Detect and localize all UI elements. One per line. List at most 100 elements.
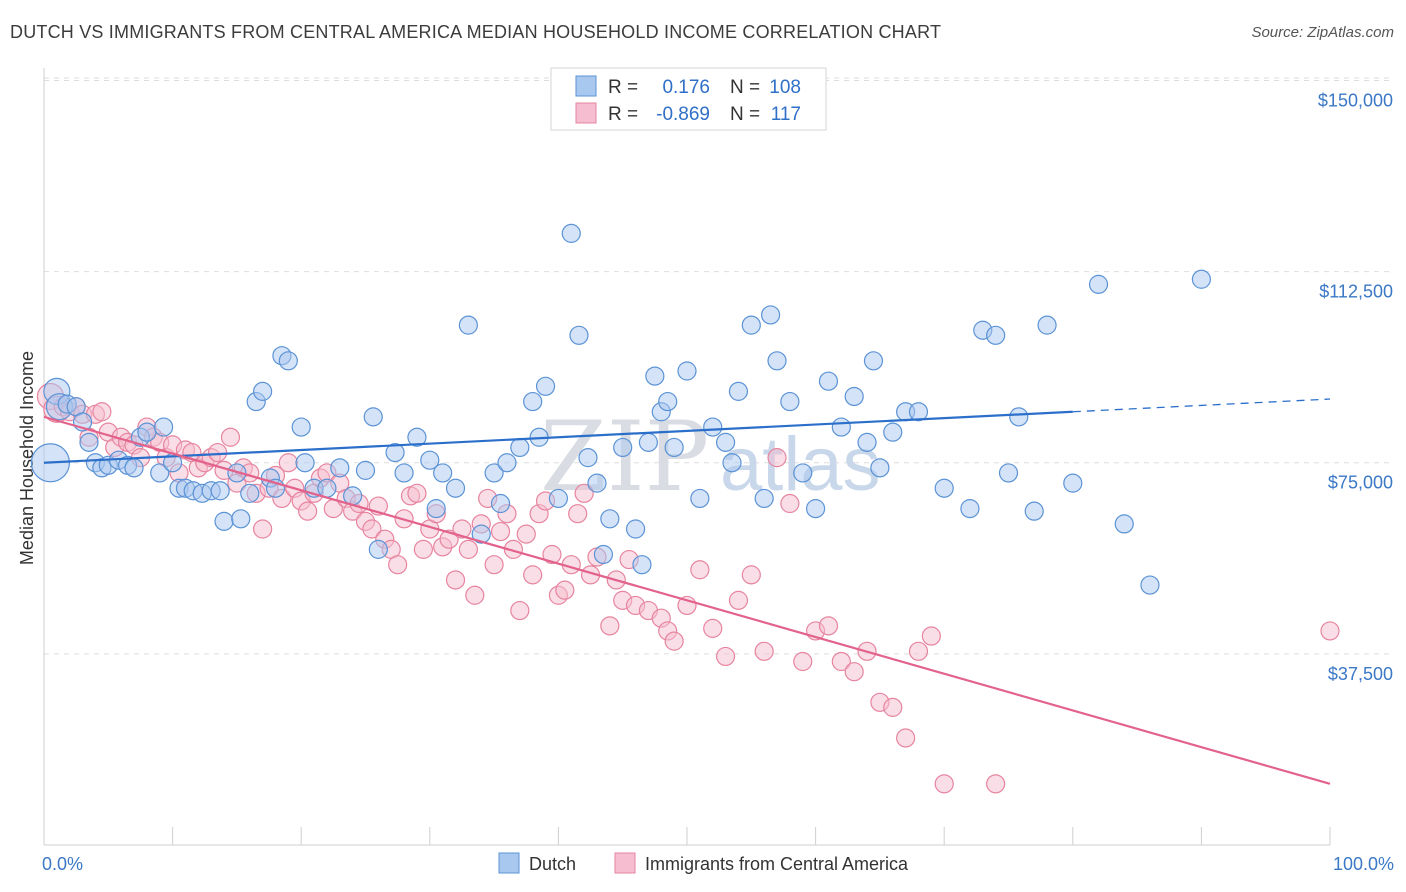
immigrants-point — [458, 539, 478, 559]
dutch-point — [998, 463, 1019, 483]
y-axis-label: Median Household Income — [17, 351, 37, 565]
dutch-point — [1024, 501, 1044, 521]
series-dutch-points — [30, 223, 1212, 595]
dutch-point — [767, 351, 787, 371]
watermark-zip: ZIP — [540, 401, 709, 513]
dutch-point — [433, 463, 453, 483]
immigrants-point — [1320, 621, 1340, 641]
immigrants-point — [542, 544, 562, 565]
immigrants-trend-line — [43, 415, 1331, 785]
legend-n-value-immigrants: 117 — [771, 104, 801, 125]
dutch-point — [368, 539, 388, 559]
dutch-point — [645, 366, 665, 386]
x-tick-label-min: 0.0% — [42, 854, 83, 874]
dutch-point — [578, 448, 598, 468]
dutch-point — [754, 488, 774, 509]
bottom-legend-label-dutch: Dutch — [529, 854, 576, 874]
immigrants-point — [690, 560, 710, 580]
immigrants-point — [362, 519, 382, 539]
dutch-trend-extension — [1072, 398, 1331, 413]
immigrants-point — [754, 641, 774, 661]
dutch-point — [690, 488, 710, 509]
dutch-point — [497, 453, 517, 473]
dutch-point — [385, 442, 405, 463]
immigrants-point — [278, 453, 298, 473]
dutch-point — [253, 381, 273, 401]
legend-n-label-dutch: N = — [730, 77, 760, 98]
immigrants-point — [883, 697, 903, 717]
dutch-point — [780, 391, 800, 412]
dutch-point — [137, 422, 157, 442]
dutch-point — [664, 437, 684, 458]
dutch-point — [587, 473, 607, 493]
immigrants-point — [793, 651, 813, 672]
legend-r-label-immigrants: R = — [608, 104, 638, 125]
dutch-point — [1063, 473, 1083, 493]
dutch-point — [677, 361, 697, 381]
immigrants-point — [844, 662, 864, 682]
dutch-point — [458, 315, 478, 335]
immigrants-point — [445, 570, 466, 590]
dutch-point — [857, 432, 877, 452]
immigrants-point — [831, 651, 851, 672]
dutch-point — [793, 463, 813, 483]
dutch-point — [79, 432, 99, 452]
immigrants-point — [600, 616, 620, 636]
dutch-point — [760, 305, 781, 325]
immigrants-point — [715, 646, 736, 667]
x-tick-marks — [43, 827, 1331, 845]
immigrants-point — [253, 519, 273, 539]
immigrants-point — [388, 555, 408, 575]
legend-r-value-immigrants: -0.869 — [656, 104, 710, 125]
y-tick-labels: $37,500 $75,000 $112,500 $150,000 — [1318, 90, 1393, 683]
correlation-legend: R = 0.176 N = 108 R = -0.869 N = 117 — [550, 67, 827, 131]
legend-r-label-dutch: R = — [608, 77, 638, 98]
legend-n-value-dutch: 108 — [769, 77, 801, 98]
legend-swatch-dutch — [575, 75, 597, 97]
dutch-point — [1009, 407, 1029, 427]
dutch-point — [1114, 514, 1134, 534]
dutch-point — [124, 458, 144, 478]
immigrants-point — [896, 728, 916, 748]
dutch-point — [420, 450, 440, 470]
immigrants-point — [568, 504, 588, 524]
immigrants-point — [298, 501, 318, 521]
y-tick-label: $150,000 — [1318, 90, 1393, 110]
dutch-point — [870, 458, 890, 478]
dutch-trend-line — [43, 410, 1073, 464]
y-tick-label: $37,500 — [1328, 664, 1393, 684]
dutch-point — [1037, 315, 1057, 335]
immigrants-point — [728, 590, 749, 610]
y-tick-label: $75,000 — [1328, 473, 1393, 493]
immigrants-point — [664, 631, 684, 651]
dutch-point — [569, 325, 589, 345]
dutch-point — [445, 478, 466, 498]
dutch-point — [535, 376, 556, 396]
dutch-point — [831, 417, 851, 437]
legend-box — [550, 67, 827, 131]
bottom-legend-swatch-dutch — [498, 852, 520, 874]
immigrants-point — [921, 626, 941, 646]
immigrants-point — [703, 618, 723, 638]
dutch-point — [295, 453, 315, 473]
immigrants-point — [484, 555, 504, 575]
dutch-point — [818, 371, 839, 391]
dutch-point — [844, 386, 864, 407]
dutch-point — [613, 437, 633, 458]
trend-lines — [43, 398, 1331, 785]
immigrants-point — [555, 580, 575, 600]
bottom-legend-label-immigrants: Immigrants from Central America — [645, 854, 909, 874]
dutch-point — [291, 417, 311, 437]
chart-title: DUTCH VS IMMIGRANTS FROM CENTRAL AMERICA… — [10, 22, 942, 42]
dutch-point — [632, 555, 652, 575]
legend-swatch-immigrants — [575, 102, 597, 124]
legend-r-value-dutch: 0.176 — [662, 77, 710, 98]
dutch-point — [471, 524, 491, 544]
dutch-point — [593, 544, 614, 565]
dutch-point — [638, 432, 659, 452]
dutch-point — [600, 509, 620, 529]
dutch-point — [153, 417, 174, 437]
immigrants-point — [452, 519, 472, 539]
dutch-point — [625, 519, 646, 539]
dutch-point — [658, 391, 678, 412]
